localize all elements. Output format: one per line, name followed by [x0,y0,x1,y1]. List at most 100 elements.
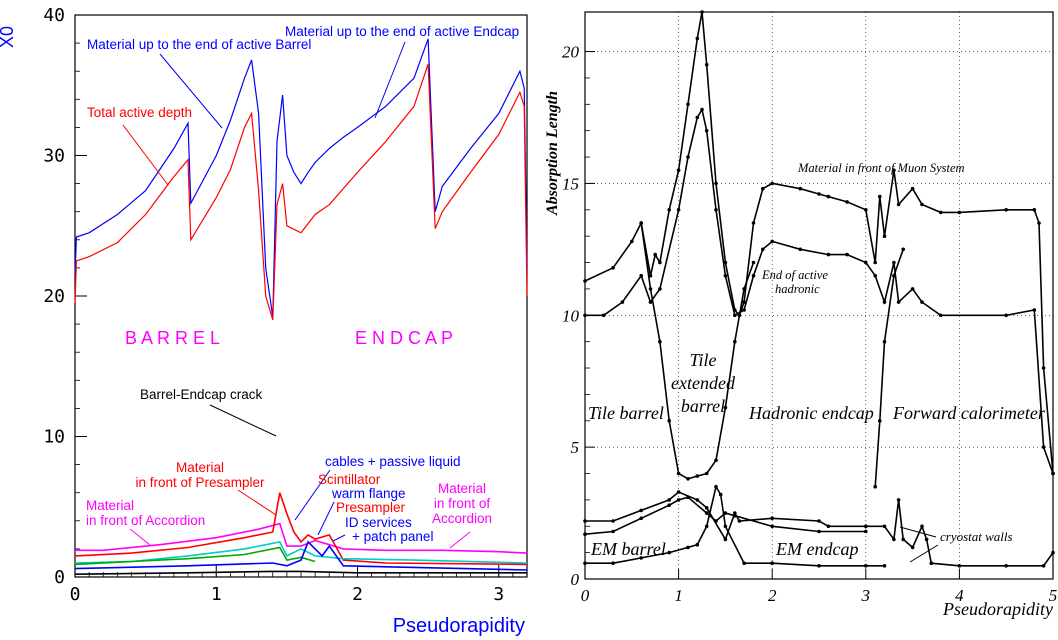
arrow-id-services [332,534,346,542]
left-series-line-5 [74,546,316,566]
right-x-tick-label: 0 [581,586,590,605]
right-series-point [929,561,934,565]
right-series-point [845,252,849,257]
right-series-point [1032,208,1037,212]
right-series-point [896,300,901,304]
left-series-line-1 [74,64,528,321]
right-series-point [751,260,756,265]
right-series-point [1004,564,1008,568]
right-series-point [714,519,718,523]
right-series-point [896,202,901,207]
right-series-point [611,561,615,565]
left-x-axis-label: Pseudorapidity [393,615,525,637]
right-y-tick-label: 10 [562,306,580,325]
left-y-tick-label: 40 [43,5,65,26]
label-presampler: Presampler [336,500,406,515]
right-series-point [648,273,653,278]
label-tile-ext-2: extended [671,373,736,393]
label-accordion-right-1: Material [438,481,486,496]
right-series-point [770,561,774,565]
right-series-point [667,503,671,508]
right-series-point [742,561,746,565]
right-series-point [676,168,681,172]
right-series-point [1041,366,1046,370]
right-series-point [630,239,634,244]
right-series-point [938,210,943,215]
label-cables: cables + passive liquid [325,454,460,469]
right-series-point [611,529,615,534]
right-series-point [892,260,896,265]
right-series-line-4 [585,491,1054,567]
right-series-point [704,511,709,515]
right-series-point [667,550,671,555]
right-series-point [704,506,709,510]
label-cryostat-walls: cryostat walls [940,529,1013,544]
right-series-point [864,529,868,534]
right-series-point [639,508,643,513]
right-ticks: 0 1 2 3 4 5 0 5 10 15 20 [562,43,1057,605]
right-series-point [1041,564,1046,568]
right-series-point [920,300,924,304]
right-series-point [864,524,868,529]
right-series-point [864,208,868,212]
right-series-point [676,498,681,502]
right-series-point [723,260,728,265]
right-y-tick-label: 5 [571,438,580,457]
right-series-point [798,186,803,191]
right-series-group [583,10,1055,568]
right-series-point [751,273,756,278]
right-series-line-0 [584,11,1054,474]
left-y-axis-label: X0 [0,26,17,48]
right-series-point [695,498,700,502]
right-series-point [733,339,737,344]
label-presampler-front-1: Material [176,460,224,475]
right-series-point [882,564,887,568]
right-series-point [878,419,882,423]
right-series-point [873,273,877,278]
right-x-axis-label: Pseudorapidity [942,599,1053,619]
right-series-point [1004,313,1008,318]
label-end-active-1: End of active [761,268,828,282]
right-x-tick-label: 4 [955,586,964,605]
right-series-point [733,511,737,515]
right-y-tick-label: 15 [562,174,579,193]
right-series-point [1041,445,1046,449]
right-grid [585,12,1053,579]
right-series-point [723,405,728,410]
arrow-crack [209,404,277,437]
right-series-point [892,537,896,542]
label-em-barrel: EM barrel [590,539,666,559]
right-series-point [770,181,774,186]
right-series-point [733,313,737,318]
arrow-barrel-material [159,53,223,129]
left-y-tick-label: 20 [43,286,65,307]
right-series-point [658,287,662,291]
right-series-point [658,339,662,344]
label-accordion-front-1: Material [86,498,134,513]
left-x-tick-label: 0 [70,584,81,605]
right-series-point [920,524,924,529]
right-series-point [639,221,643,225]
right-series-point [648,287,653,291]
right-series-point [695,474,700,478]
right-series-point [583,519,587,523]
label-total-active: Total active depth [87,105,192,120]
right-series-point [676,490,681,494]
label-endcap-material: Material up to the end of active Endcap [285,24,519,39]
right-series-point [700,107,704,112]
right-series-point [583,313,587,318]
right-series-point [920,202,924,207]
left-x-tick-label: 3 [493,584,504,605]
label-accordion-right-3: Accordion [432,511,492,526]
right-series-point [733,513,737,518]
label-id-services-2: + patch panel [352,529,433,544]
arrow-cryostat-2 [909,544,939,563]
right-x-tick-label: 1 [674,586,683,605]
right-series-point [901,537,905,542]
left-series-line-2 [75,522,528,554]
right-series-point [695,36,700,41]
right-series-point [882,300,887,304]
right-series-point [667,419,671,423]
left-series-line-6 [74,540,528,571]
